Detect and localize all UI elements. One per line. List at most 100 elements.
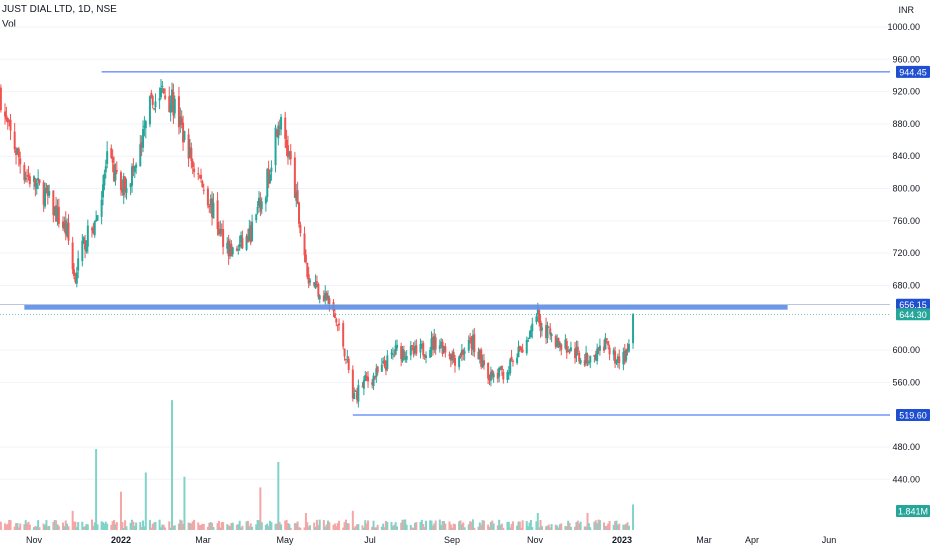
volume-bar bbox=[172, 525, 175, 530]
candle-body bbox=[538, 310, 541, 324]
volume-bar bbox=[540, 526, 543, 530]
volume-bar bbox=[230, 523, 233, 530]
candle-body bbox=[453, 358, 456, 366]
volume-bar bbox=[438, 519, 441, 530]
y-tick-label: 800.00 bbox=[892, 184, 920, 194]
candle-body bbox=[164, 95, 167, 99]
candle-body bbox=[245, 236, 248, 250]
candle-body bbox=[550, 333, 553, 337]
volume-bar bbox=[299, 527, 302, 530]
candle-body bbox=[327, 295, 329, 299]
volume-bar bbox=[343, 522, 346, 530]
candle-body bbox=[520, 347, 523, 351]
volume-bar bbox=[422, 523, 425, 530]
volume-label-badge bbox=[896, 505, 930, 517]
candle-body bbox=[241, 237, 244, 249]
candle-body bbox=[71, 242, 74, 270]
candle-body bbox=[578, 352, 581, 362]
candle-body bbox=[576, 346, 579, 352]
candle-body bbox=[35, 183, 38, 189]
candle-body bbox=[448, 354, 451, 356]
candle-body bbox=[625, 349, 628, 361]
volume-bar bbox=[420, 519, 423, 530]
candle-body bbox=[52, 190, 55, 216]
volume-bar bbox=[351, 510, 354, 530]
volume-bar bbox=[405, 524, 408, 530]
volume-bar bbox=[284, 520, 287, 530]
volume-bar bbox=[596, 523, 599, 530]
volume-bar bbox=[318, 519, 321, 530]
volume-bar bbox=[133, 525, 136, 530]
volume-bar bbox=[564, 526, 567, 530]
candle-body bbox=[574, 348, 577, 359]
volume-bar bbox=[616, 524, 619, 530]
candle-body bbox=[325, 293, 328, 300]
volume-bar bbox=[567, 520, 570, 530]
volume-bar bbox=[260, 522, 263, 530]
volume-bar bbox=[216, 523, 219, 530]
volume-bar bbox=[23, 524, 26, 530]
volume-bar bbox=[325, 524, 328, 530]
volume-bar bbox=[249, 523, 252, 530]
candle-body bbox=[255, 214, 258, 221]
candle-body bbox=[554, 336, 557, 348]
candle-body bbox=[16, 148, 19, 153]
candle-body bbox=[539, 320, 542, 332]
volume-bar bbox=[507, 521, 510, 530]
candle-body bbox=[314, 282, 317, 289]
candle-body bbox=[249, 225, 252, 243]
candle-body bbox=[57, 206, 60, 224]
candle-body bbox=[298, 202, 301, 224]
volume-bar bbox=[434, 520, 437, 530]
candle-body bbox=[148, 96, 151, 125]
volume-bar bbox=[448, 521, 451, 530]
candle-body bbox=[64, 220, 67, 235]
volume-bar bbox=[187, 522, 190, 530]
candle-body bbox=[612, 349, 615, 355]
candle-body bbox=[549, 328, 552, 335]
volume-bar bbox=[16, 523, 19, 530]
volume-bar bbox=[208, 522, 211, 530]
volume-bar bbox=[104, 521, 107, 530]
volume-bar bbox=[212, 526, 215, 530]
candle-body bbox=[142, 128, 145, 148]
candle-body bbox=[154, 101, 157, 108]
volume-indicator-label: Vol bbox=[2, 19, 16, 30]
candle-body bbox=[169, 105, 172, 113]
candle-body bbox=[547, 326, 550, 328]
volume-bar bbox=[612, 524, 615, 530]
candle-body bbox=[405, 355, 408, 360]
volume-bar bbox=[61, 522, 64, 530]
price-label-text: 519.60 bbox=[899, 411, 927, 421]
volume-bar bbox=[266, 523, 269, 530]
volume-bar bbox=[373, 527, 376, 530]
volume-bar bbox=[140, 526, 143, 530]
volume-bar bbox=[26, 523, 29, 530]
volume-bar bbox=[478, 522, 481, 530]
candle-body bbox=[357, 385, 360, 402]
candle-body bbox=[401, 349, 404, 362]
volume-bar bbox=[153, 522, 156, 530]
volume-bar bbox=[449, 524, 452, 530]
volume-bar bbox=[383, 527, 386, 530]
volume-bar bbox=[362, 527, 365, 530]
candle-body bbox=[507, 372, 510, 375]
volume-bar bbox=[293, 523, 296, 530]
volume-bar bbox=[24, 520, 27, 530]
volume-bar bbox=[603, 522, 606, 530]
volume-bar bbox=[259, 487, 262, 530]
support-zone bbox=[24, 304, 788, 310]
volume-bar bbox=[404, 519, 407, 530]
volume-bar bbox=[148, 519, 151, 530]
candle-body bbox=[372, 375, 375, 386]
volume-bar bbox=[295, 523, 298, 530]
candle-body bbox=[452, 351, 455, 358]
candle-body bbox=[413, 346, 416, 352]
volume-bar bbox=[198, 525, 201, 530]
candle-body bbox=[37, 177, 40, 181]
volume-bar bbox=[615, 520, 618, 530]
volume-bar bbox=[393, 524, 396, 530]
volume-bar bbox=[451, 527, 454, 530]
candle-body bbox=[598, 345, 601, 351]
